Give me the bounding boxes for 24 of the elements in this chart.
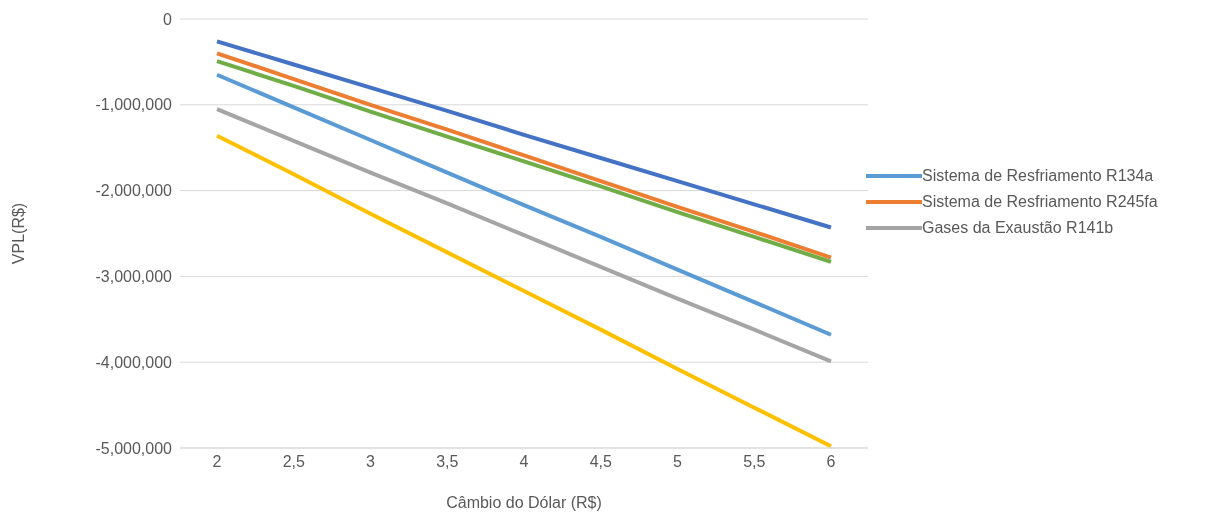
y-axis-title: VPL(R$) [9, 202, 27, 265]
x-tick-label: 4,5 [589, 453, 612, 471]
line-series [215, 72, 833, 337]
line-series [215, 133, 833, 448]
line-series [215, 107, 833, 364]
legend-label: Sistema de Resfriamento R134a [922, 166, 1154, 186]
x-tick-label: 6 [826, 453, 836, 471]
y-tick-label: -2,000,000 [95, 182, 173, 200]
y-tick-label: -3,000,000 [95, 268, 173, 286]
x-axis-title: Câmbio do Dólar (R$) [446, 494, 602, 511]
y-tick-label: -5,000,000 [95, 439, 173, 457]
legend-label: Gases da Exaustão R141b [922, 218, 1114, 238]
x-tick-label: 4 [519, 453, 529, 471]
x-tick-label: 5,5 [743, 453, 766, 471]
x-tick-label: 3,5 [436, 453, 459, 471]
legend-label: Sistema de Resfriamento R245fa [922, 192, 1158, 212]
line-series [215, 39, 833, 230]
x-tick-label: 2 [212, 453, 222, 471]
y-tick-label: -1,000,000 [95, 96, 173, 114]
x-tick-label: 2,5 [282, 453, 305, 471]
y-tick-label: 0 [163, 10, 173, 28]
y-tick-label: -4,000,000 [95, 353, 173, 371]
x-tick-label: 3 [366, 453, 376, 471]
x-tick-label: 5 [673, 453, 683, 471]
